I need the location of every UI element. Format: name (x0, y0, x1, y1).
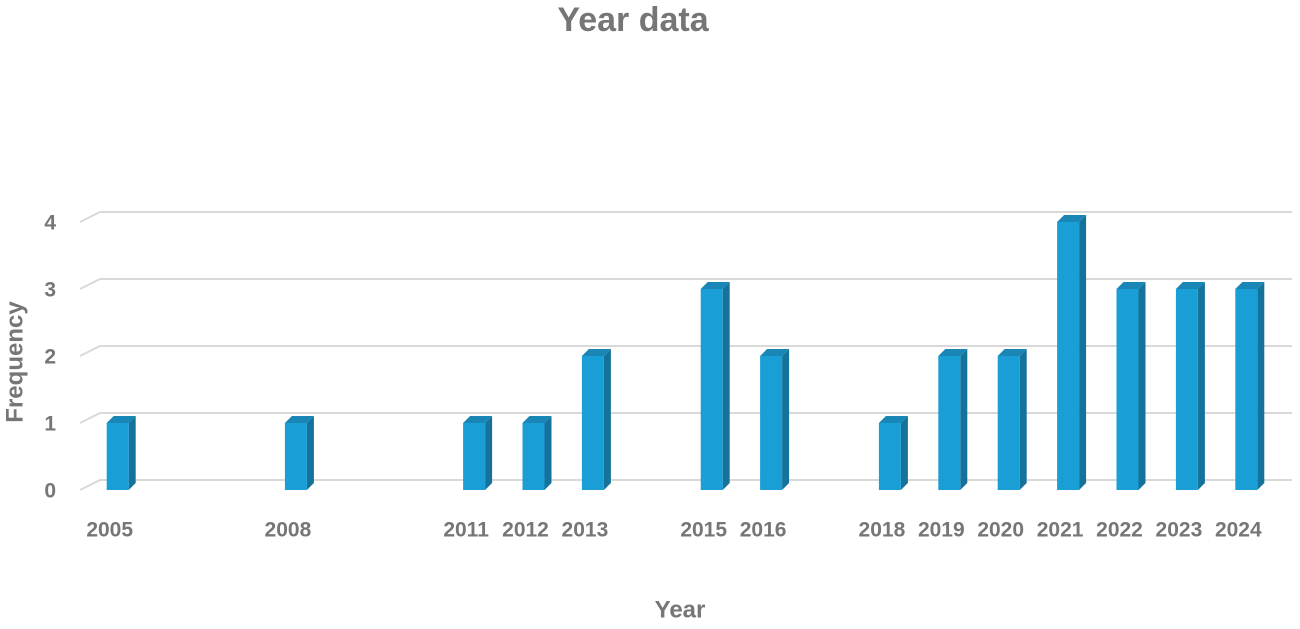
bar-top (1116, 282, 1146, 289)
x-tick-label: 2011 (443, 519, 489, 542)
x-tick-label: 2023 (1156, 519, 1203, 542)
bar (1235, 289, 1258, 490)
bar (1116, 289, 1139, 490)
bar-top (106, 416, 136, 423)
grid-line (79, 278, 1292, 290)
bar-top (700, 282, 730, 289)
x-tick-label: 2022 (1096, 519, 1143, 542)
bar-side (1138, 282, 1146, 490)
chart-title: Year data (557, 1, 709, 39)
bar-side (1257, 282, 1265, 490)
bar-top (581, 349, 611, 356)
grid-line (79, 345, 1292, 357)
x-axis-label: Year (655, 596, 706, 623)
bar (1057, 222, 1080, 490)
x-tick-label: 2008 (265, 519, 312, 542)
bar-side (960, 349, 968, 490)
x-tick-label: 2012 (502, 519, 549, 542)
x-tick-label: 2015 (680, 519, 727, 542)
bar-top (284, 416, 314, 423)
bar-side (1019, 349, 1027, 490)
y-tick-label: 2 (44, 346, 56, 369)
bar-side (722, 282, 730, 490)
y-tick-label: 4 (44, 212, 56, 235)
bar (878, 423, 901, 490)
x-tick-label: 2021 (1037, 519, 1084, 542)
bar-top (463, 416, 493, 423)
bar-top (522, 416, 552, 423)
bar-side (306, 416, 314, 490)
bar-side (603, 349, 611, 490)
bar-side (128, 416, 136, 490)
bar-top (760, 349, 790, 356)
bar (700, 289, 723, 490)
bar-top (938, 349, 968, 356)
x-tick-label: 2019 (918, 519, 965, 542)
y-tick-label: 3 (44, 279, 56, 302)
grid-line (79, 479, 1292, 491)
bar (938, 356, 961, 490)
bar-side (1079, 215, 1087, 490)
x-tick-label: 2018 (859, 519, 906, 542)
bar-side (485, 416, 493, 490)
bar-side (900, 416, 908, 490)
bar (997, 356, 1020, 490)
y-axis-label: Frequency (1, 301, 28, 423)
bar (1175, 289, 1198, 490)
bar-side (544, 416, 552, 490)
bar-top (1057, 215, 1087, 222)
y-tick-label: 1 (44, 413, 56, 436)
x-tick-label: 2013 (562, 519, 609, 542)
bar (522, 423, 545, 490)
bar-top (997, 349, 1027, 356)
x-tick-label: 2016 (740, 519, 787, 542)
y-tick-label: 0 (44, 480, 56, 503)
bar (760, 356, 783, 490)
x-tick-label: 2024 (1215, 519, 1262, 542)
grid-line (79, 412, 1292, 424)
bar-side (1197, 282, 1205, 490)
x-tick-label: 2005 (86, 519, 133, 542)
bar (284, 423, 307, 490)
x-tick-label: 2020 (977, 519, 1024, 542)
bar (581, 356, 604, 490)
bar (106, 423, 129, 490)
bar-top (1175, 282, 1205, 289)
bar-side (782, 349, 790, 490)
bar-top (878, 416, 908, 423)
grid-line (79, 211, 1292, 223)
bar-top (1235, 282, 1265, 289)
bar (463, 423, 486, 490)
